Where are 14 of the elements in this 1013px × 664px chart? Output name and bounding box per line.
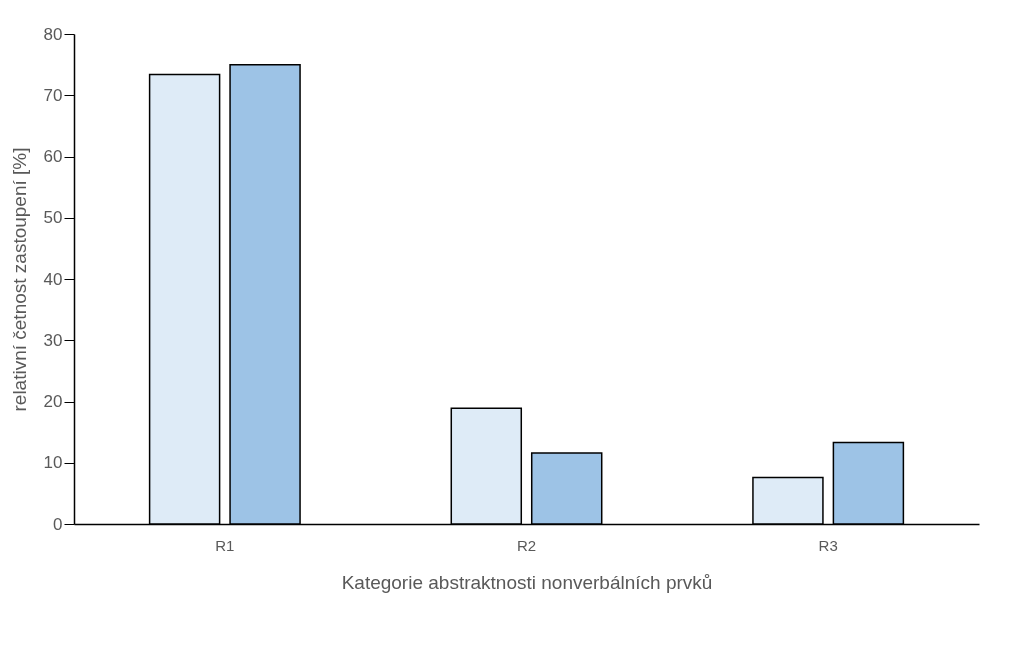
y-tick-label: 0 xyxy=(53,514,63,534)
y-tick-label: 70 xyxy=(43,85,63,105)
y-tick-label: 50 xyxy=(43,208,63,228)
x-tick-label: R3 xyxy=(818,536,838,554)
y-tick-label: 80 xyxy=(43,24,63,44)
x-tick-label: R1 xyxy=(215,536,235,554)
y-tick-label: 20 xyxy=(43,392,63,411)
y-tick-label: 40 xyxy=(43,269,63,289)
x-tick-label: R2 xyxy=(516,536,537,554)
y-tick-label: 30 xyxy=(43,330,63,350)
x-axis-title: Kategorie abstraktnosti nonverbálních prvků xyxy=(341,571,713,593)
y-tick-label: 10 xyxy=(43,453,63,473)
y-tick-label: 60 xyxy=(43,147,63,166)
y-axis-title: relativní četnost zastoupení [%] xyxy=(8,147,30,412)
